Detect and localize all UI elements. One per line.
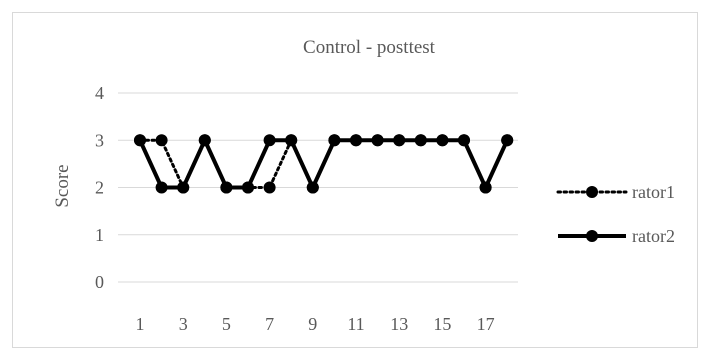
chart-title: Control - posttest xyxy=(303,37,436,58)
y-tick-label: 3 xyxy=(95,130,104,150)
y-tick-label: 4 xyxy=(95,83,104,103)
x-tick-label: 7 xyxy=(265,314,274,334)
data-point-rator2 xyxy=(306,181,319,194)
data-point-rator2 xyxy=(393,134,406,147)
data-point-rator2 xyxy=(436,134,449,147)
data-point-rator2 xyxy=(220,181,233,194)
x-tick-label: 13 xyxy=(390,314,408,334)
legend: rator1 rator2 xyxy=(556,182,675,246)
y-tick-label: 1 xyxy=(95,225,104,245)
legend-swatch-marker xyxy=(586,186,598,198)
x-tick-label: 9 xyxy=(308,314,317,334)
x-tick-label: 3 xyxy=(179,314,188,334)
y-tick-label: 2 xyxy=(95,178,104,198)
data-point-rator2 xyxy=(263,134,276,147)
data-point-rator1 xyxy=(263,181,276,194)
data-point-rator2 xyxy=(177,181,190,194)
data-point-rator2 xyxy=(414,134,427,147)
legend-swatch-marker xyxy=(586,230,598,242)
y-axis-label: Score xyxy=(52,164,73,207)
x-tick-label: 11 xyxy=(347,314,364,334)
data-point-rator2 xyxy=(371,134,384,147)
x-tick-label: 15 xyxy=(433,314,451,334)
data-point-rator2 xyxy=(501,134,514,147)
legend-label: rator2 xyxy=(632,226,675,246)
y-tick-label: 0 xyxy=(95,272,104,292)
chart-frame xyxy=(12,12,698,348)
data-point-rator2 xyxy=(328,134,341,147)
data-point-rator1 xyxy=(155,134,168,147)
data-point-rator2 xyxy=(198,134,211,147)
data-point-rator2 xyxy=(285,134,298,147)
x-tick-labels: 1 3 5 7 9 11 13 15 17 xyxy=(136,314,495,334)
data-point-rator2 xyxy=(155,181,168,194)
legend-item-rator2: rator2 xyxy=(558,226,675,246)
data-point-rator2 xyxy=(350,134,362,147)
legend-label: rator1 xyxy=(632,182,675,202)
x-tick-label: 17 xyxy=(477,314,495,334)
series-rator2 xyxy=(134,134,514,194)
x-tick-label: 5 xyxy=(222,314,231,334)
data-point-rator2 xyxy=(242,181,254,194)
legend-item-rator1: rator1 xyxy=(556,182,675,202)
series-line-rator2 xyxy=(138,138,510,190)
data-point-rator2 xyxy=(479,181,492,194)
data-point-rator2 xyxy=(134,134,146,147)
data-point-rator2 xyxy=(458,134,470,147)
y-tick-labels: 0 1 2 3 4 xyxy=(95,83,104,292)
x-tick-label: 1 xyxy=(136,314,145,334)
series-layer xyxy=(134,134,514,194)
